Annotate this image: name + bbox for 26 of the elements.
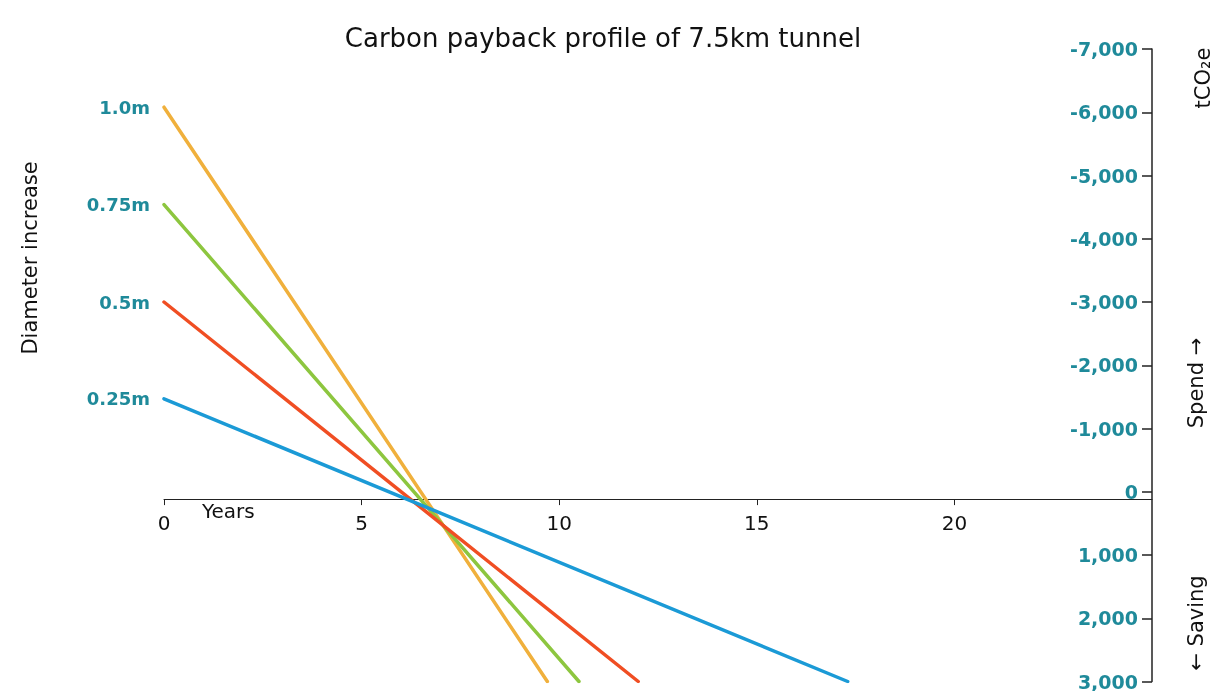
y-tick-label: -2,000 bbox=[1070, 354, 1138, 377]
x-tick-label: 10 bbox=[546, 511, 572, 536]
series-label: 0.75m bbox=[86, 194, 150, 216]
x-tick-label: 15 bbox=[744, 511, 770, 536]
y-tick-label: 0 bbox=[1124, 480, 1138, 503]
y-tick-label: 3,000 bbox=[1077, 670, 1138, 693]
y-axis-title: tCO₂e bbox=[1191, 47, 1215, 109]
y-tick-label: -4,000 bbox=[1070, 227, 1138, 250]
x-tick-label: 5 bbox=[355, 511, 368, 536]
series-label: 0.25m bbox=[86, 388, 150, 410]
y-tick-label: -7,000 bbox=[1070, 38, 1138, 60]
series-label: 0.5m bbox=[99, 291, 150, 313]
y-tick-label: -3,000 bbox=[1070, 291, 1138, 313]
series-label: 1.0m bbox=[99, 96, 150, 118]
text: Diameter increase bbox=[18, 161, 42, 355]
x-tick-label: 20 bbox=[941, 511, 968, 536]
y-tick-label: 2,000 bbox=[1077, 607, 1138, 630]
chart-title: Carbon payback profile of 7.5km tunnel bbox=[344, 23, 862, 53]
y-tick-label: 1,000 bbox=[1077, 544, 1138, 566]
y-tick-label: -5,000 bbox=[1070, 164, 1138, 187]
text: Spend → bbox=[1184, 337, 1208, 429]
y-tick-label: -1,000 bbox=[1070, 417, 1138, 440]
x-tick-label: 0 bbox=[157, 511, 171, 536]
y-tick-label: -6,000 bbox=[1070, 101, 1138, 124]
text: ← Saving bbox=[1184, 575, 1208, 671]
x-axis-title: Years bbox=[201, 498, 255, 523]
